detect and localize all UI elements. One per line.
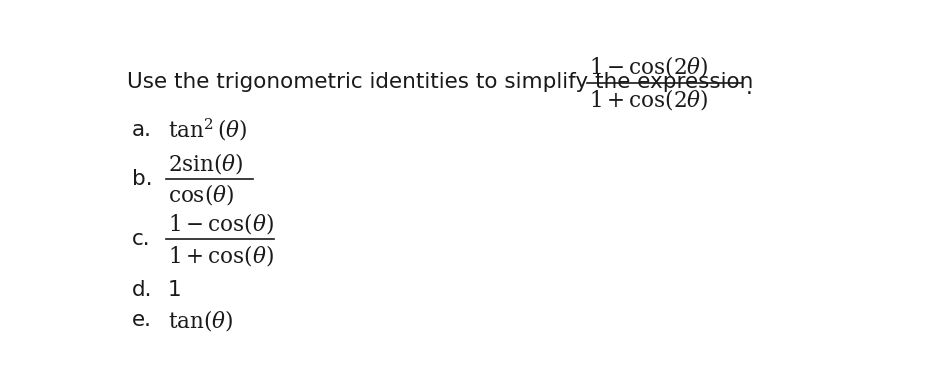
Text: $\tan(\theta)$: $\tan(\theta)$ — [168, 308, 233, 333]
Text: $1-\cos(\theta)$: $1-\cos(\theta)$ — [168, 211, 273, 236]
Text: $\cos(\theta)$: $\cos(\theta)$ — [168, 182, 234, 207]
Text: $1+\cos(2\theta)$: $1+\cos(2\theta)$ — [589, 87, 708, 113]
Text: $1+\cos(\theta)$: $1+\cos(\theta)$ — [168, 243, 273, 268]
Text: c.: c. — [132, 229, 150, 249]
Text: $\tan^{2}(\theta)$: $\tan^{2}(\theta)$ — [168, 117, 247, 143]
Text: b.: b. — [132, 169, 152, 189]
Text: a.: a. — [132, 120, 152, 140]
Text: e.: e. — [132, 310, 152, 330]
Text: .: . — [744, 78, 752, 98]
Text: 1: 1 — [168, 280, 181, 300]
Text: d.: d. — [132, 280, 152, 300]
Text: $1-\cos(2\theta)$: $1-\cos(2\theta)$ — [589, 54, 708, 79]
Text: Use the trigonometric identities to simplify the expression: Use the trigonometric identities to simp… — [127, 72, 753, 92]
Text: $2\sin(\theta)$: $2\sin(\theta)$ — [168, 151, 243, 176]
